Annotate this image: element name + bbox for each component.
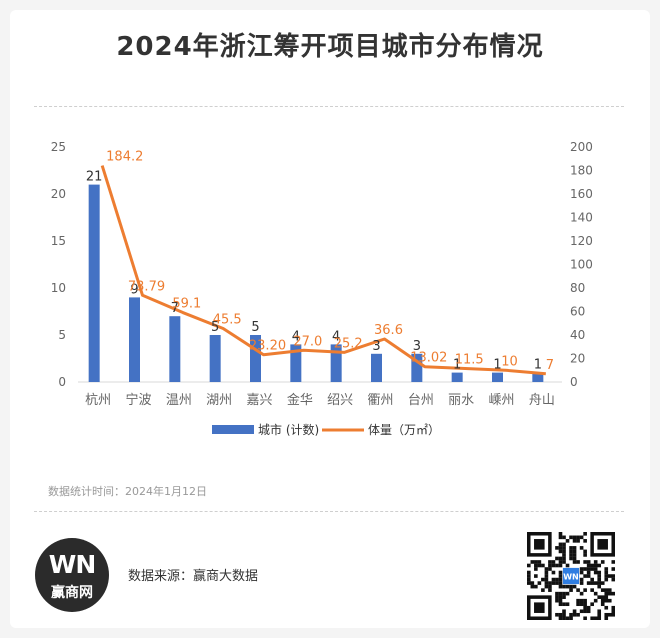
y-right-tick-label: 180 (570, 164, 593, 178)
line-data-label: 7 (546, 358, 554, 373)
line-data-label: 25.2 (334, 336, 363, 351)
y-right-tick-label: 20 (570, 352, 585, 366)
line-data-label: 10 (501, 354, 518, 369)
bar-data-label: 1 (493, 358, 501, 373)
bar-data-label: 9 (130, 282, 138, 297)
bar (330, 344, 342, 382)
x-tick-label: 湖州 (206, 393, 232, 408)
bar-data-label: 21 (86, 170, 103, 185)
top-divider (34, 106, 624, 107)
legend-label-bar: 城市 (计数) (258, 422, 319, 437)
page-title: 2024年浙江筹开项目城市分布情况 (116, 32, 544, 62)
bar (532, 372, 544, 382)
line-data-label: 11.5 (455, 352, 484, 367)
line-data-label: 23.20 (249, 339, 286, 354)
y-right-tick-label: 160 (570, 187, 593, 201)
bar (371, 353, 382, 382)
y-left-tick-label: 20 (51, 187, 66, 201)
y-right-tick-label: 200 (570, 140, 593, 154)
winshang-logo: WN 赢商网 (35, 538, 109, 612)
y-right-tick-label: 0 (570, 375, 578, 389)
x-tick-label: 宁波 (125, 392, 151, 408)
y-right-tick-label: 140 (570, 211, 593, 225)
line-data-label: 13.02 (410, 351, 447, 366)
line-data-label: 36.6 (374, 323, 403, 338)
x-tick-label: 嘉兴 (246, 393, 272, 408)
x-tick-label: 丽水 (448, 393, 474, 408)
y-right-tick-label: 40 (570, 328, 585, 342)
line-data-label: 27.0 (293, 334, 322, 349)
x-tick-label: 嵊州 (488, 393, 514, 408)
y-right-tick-label: 100 (570, 258, 593, 272)
bar-data-label: 7 (171, 301, 179, 316)
legend-swatch-bar (212, 425, 254, 434)
bar (250, 335, 261, 382)
line-series (100, 165, 546, 376)
data-source: 数据来源：赢商大数据 (128, 569, 259, 584)
y-left-tick-label: 10 (51, 281, 66, 295)
x-tick-label: 舟山 (529, 393, 555, 408)
y-right-tick-label: 60 (570, 305, 585, 319)
bar (129, 297, 140, 382)
y-right-tick-label: 120 (570, 234, 593, 248)
bar-data-label: 1 (453, 358, 461, 373)
logo-mark: WN (48, 550, 97, 579)
bar-data-label: 4 (292, 329, 300, 344)
y-right-tick-label: 80 (570, 281, 585, 295)
y-left-tick-label: 25 (51, 140, 66, 154)
bar (411, 353, 423, 382)
bar-data-label: 3 (413, 339, 421, 354)
bar-data-label: 1 (534, 358, 542, 373)
x-tick-label: 金华 (287, 392, 313, 408)
card (10, 10, 650, 628)
bar (492, 372, 503, 382)
line-data-label: 184.2 (106, 150, 143, 165)
bar-data-label: 5 (211, 320, 219, 335)
combo-chart: 0510152025020406080100120140160180200219… (51, 140, 593, 437)
y-left-tick-label: 15 (51, 234, 66, 248)
bar-data-label: 3 (372, 339, 380, 354)
x-tick-label: 绍兴 (327, 393, 353, 408)
bar (451, 372, 463, 382)
bottom-divider (34, 511, 624, 512)
legend-label-line: 体量（万㎡） (368, 423, 440, 437)
stat-time: 数据统计时间：2024年1月12日 (48, 485, 207, 498)
line-data-label: 45.5 (213, 313, 242, 328)
y-left-tick-label: 5 (58, 328, 66, 342)
y-left-tick-label: 0 (58, 375, 66, 389)
x-tick-label: 衢州 (367, 393, 393, 408)
qr-code-icon: WN (527, 532, 615, 620)
line-data-label: 73.79 (128, 279, 165, 294)
bar (290, 344, 302, 382)
bar (209, 335, 221, 382)
x-tick-label: 温州 (166, 393, 192, 408)
line-data-label: 59.1 (172, 297, 201, 312)
bar-data-label: 5 (251, 320, 259, 335)
logo-name: 赢商网 (51, 585, 93, 601)
x-tick-label: 台州 (408, 393, 434, 408)
bar-data-label: 4 (332, 329, 340, 344)
qr-badge-label: WN (563, 573, 579, 582)
bar (169, 316, 181, 382)
x-tick-label: 杭州 (85, 393, 111, 408)
bar (88, 184, 100, 382)
